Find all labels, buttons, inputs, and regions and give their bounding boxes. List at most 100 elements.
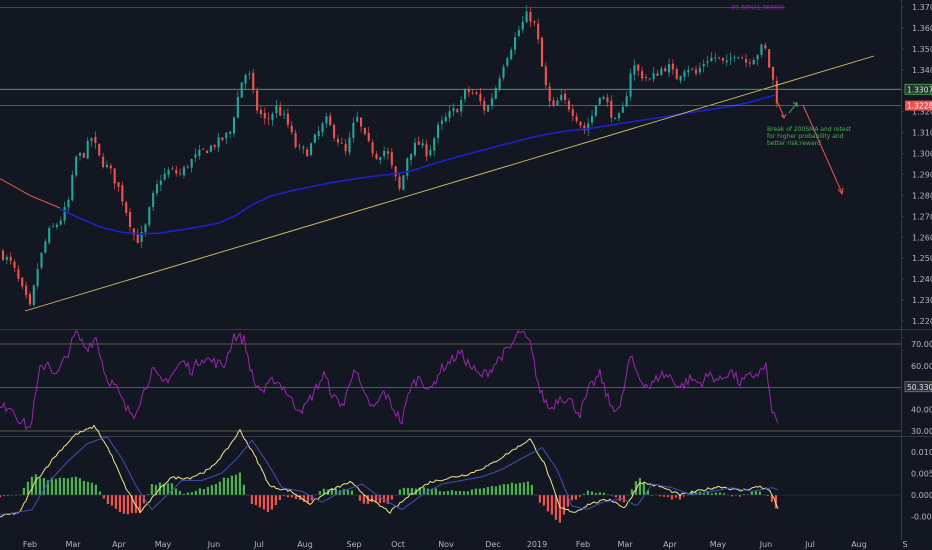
macd-histogram-bar (586, 490, 589, 495)
macd-panel: 0.01000 0.00500 0.00000 -0.00500 (0, 424, 932, 523)
macd-histogram-bar (0, 495, 1, 498)
macd-histogram-bar (406, 487, 409, 495)
macd-histogram-bar (98, 491, 101, 495)
candle-body (510, 49, 513, 60)
rsi-tick-label: 70.0000 (911, 340, 932, 349)
macd-histogram-bar (410, 487, 413, 495)
candle-body (1, 250, 5, 260)
candle-body (336, 138, 339, 143)
macd-histogram-bar (170, 483, 173, 495)
macd-histogram-bar (78, 478, 81, 495)
macd-histogram-bar (430, 488, 433, 495)
x-tick-label: Dec (485, 540, 500, 549)
trade-annotation: Break of 200SMA and retest for higher pro… (767, 126, 852, 147)
price-tick-label: 1.36000 (912, 24, 932, 33)
macd-histogram-bar (386, 495, 389, 504)
macd-histogram-bar (522, 482, 525, 495)
macd-histogram-bar (178, 490, 181, 495)
macd-histogram-bar (402, 487, 405, 495)
candle-body (67, 199, 70, 208)
candle-body (240, 82, 243, 98)
macd-histogram-bar (190, 492, 193, 495)
macd-histogram-bar (270, 495, 273, 510)
macd-histogram-bar (278, 495, 281, 500)
candle-body (721, 57, 724, 61)
candle-body (36, 269, 39, 287)
candle-body (259, 109, 262, 115)
macd-histogram-bar (346, 489, 349, 495)
macd-histogram-bar (506, 484, 509, 495)
macd-histogram-bar (258, 495, 261, 508)
candle-body (502, 66, 505, 78)
macd-histogram-bar (70, 477, 73, 495)
macd-histogram-bar (510, 482, 513, 495)
macd-histogram-bar (494, 486, 497, 495)
candle-body (340, 143, 343, 145)
macd-histogram-bar (398, 489, 401, 495)
candle-body (182, 167, 185, 176)
macd-histogram-bar (298, 495, 301, 500)
rsi-line (0, 330, 779, 431)
drop-arrow-short (777, 102, 785, 118)
x-tick-label: Aug (851, 540, 867, 549)
macd-histogram-bar (714, 492, 717, 495)
x-tick-label: Sep (346, 540, 361, 549)
price-tick-label: 1.25000 (912, 254, 932, 263)
macd-histogram-bar (634, 481, 637, 495)
candle-body (213, 145, 216, 148)
candle-body (9, 256, 12, 261)
candle-body (544, 66, 547, 86)
candle-body (248, 73, 251, 75)
candle-body (5, 256, 8, 260)
price-tick-label: 1.29000 (912, 170, 932, 179)
price-tick-label: 1.22000 (912, 317, 932, 326)
x-tick-label: May (710, 540, 727, 549)
candle-body (344, 143, 347, 152)
macd-histogram-bar (290, 495, 293, 498)
candle-body (487, 105, 490, 112)
candle-body (186, 166, 189, 168)
macd-histogram-bar (474, 488, 477, 495)
macd-histogram-bar (2, 495, 5, 496)
candle-body (575, 116, 578, 121)
macd-histogram-bar (610, 495, 613, 496)
candle-body (764, 45, 767, 49)
candle-body (552, 100, 555, 106)
macd-histogram-bar (766, 495, 769, 497)
macd-histogram-bar (642, 482, 645, 495)
macd-histogram-bar (274, 495, 277, 506)
macd-histogram-bar (202, 489, 205, 495)
macd-histogram-bar (526, 481, 529, 495)
candle-body (471, 92, 474, 94)
macd-histogram-bar (102, 495, 105, 499)
candle-body (244, 74, 247, 84)
macd-histogram-bar (82, 480, 85, 495)
candle-body (105, 164, 108, 168)
candle-body (733, 57, 736, 59)
macd-histogram-bar (46, 480, 49, 495)
macd-histogram-bar (694, 492, 697, 495)
candle-body (413, 142, 416, 156)
macd-histogram-bar (742, 494, 745, 495)
candle-body (452, 108, 455, 112)
price-tick-label: 1.31000 (912, 129, 932, 138)
candle-body (329, 115, 332, 126)
candle-body (621, 106, 624, 113)
candle-body (102, 156, 105, 168)
macd-tick-label: 0.00500 (911, 470, 932, 479)
macd-histogram-bar (582, 493, 585, 495)
x-tick-label: Mar (65, 540, 81, 549)
rsi-levels (0, 343, 901, 432)
macd-histogram-bar (674, 495, 677, 498)
macd-histogram-bar (754, 491, 757, 495)
candle-body (232, 117, 236, 134)
candle-body (745, 58, 748, 63)
candle-body (40, 252, 43, 268)
macd-histogram-bar (598, 492, 601, 495)
candle-body (725, 60, 728, 63)
macd-histogram-bar (366, 495, 369, 505)
candle-body (514, 37, 517, 50)
macd-histogram-bar (222, 477, 225, 495)
macd-histogram-bar (390, 495, 393, 500)
macd-histogram-bar (126, 495, 129, 515)
